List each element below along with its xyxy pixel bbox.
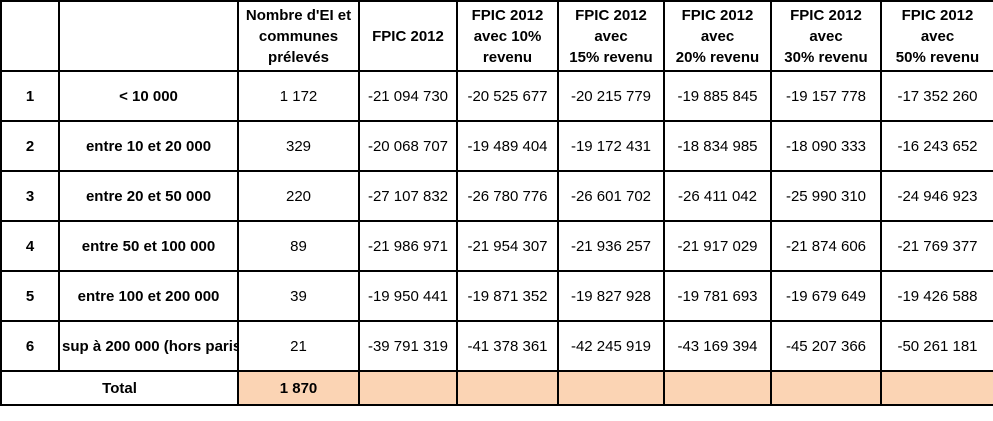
value-cell: -20 068 707 [358,120,458,172]
value-cell: -21 769 377 [880,220,993,272]
category-cell: entre 100 et 200 000 [58,270,239,322]
total-empty-cell [358,370,458,406]
total-empty-cell [557,370,665,406]
total-row: Total 1 870 [0,370,993,406]
header-fpic-10-revenu: FPIC 2012 avec 10% revenu [456,0,559,72]
fpic-table: Nombre d'EI et communes prélevés FPIC 20… [0,0,993,406]
value-cell: -19 489 404 [456,120,559,172]
table-row: 1 < 10 000 1 172 -21 094 730 -20 525 677… [0,70,993,122]
header-fpic-50-revenu: FPIC 2012 avec 50% revenu [880,0,993,72]
category-cell: entre 10 et 20 000 [58,120,239,172]
count-cell: 329 [237,120,360,172]
table-row: 4 entre 50 et 100 000 89 -21 986 971 -21… [0,220,993,272]
value-cell: -19 172 431 [557,120,665,172]
table-row: 3 entre 20 et 50 000 220 -27 107 832 -26… [0,170,993,222]
value-cell: -21 874 606 [770,220,882,272]
value-cell: -17 352 260 [880,70,993,122]
value-cell: -21 094 730 [358,70,458,122]
value-cell: -21 986 971 [358,220,458,272]
value-cell: -25 990 310 [770,170,882,222]
header-fpic-20-revenu: FPIC 2012 avec 20% revenu [663,0,772,72]
value-cell: -21 936 257 [557,220,665,272]
value-cell: -19 426 588 [880,270,993,322]
value-cell: -19 950 441 [358,270,458,322]
value-cell: -19 827 928 [557,270,665,322]
row-number-cell: 3 [0,170,60,222]
row-number-cell: 5 [0,270,60,322]
category-cell: entre 50 et 100 000 [58,220,239,272]
count-cell: 1 172 [237,70,360,122]
value-cell: -41 378 361 [456,320,559,372]
value-cell: -39 791 319 [358,320,458,372]
count-cell: 89 [237,220,360,272]
value-cell: -19 871 352 [456,270,559,322]
value-cell: -26 601 702 [557,170,665,222]
category-cell: entre 20 et 50 000 [58,170,239,222]
total-count-cell: 1 870 [237,370,360,406]
count-cell: 21 [237,320,360,372]
table-row: 5 entre 100 et 200 000 39 -19 950 441 -1… [0,270,993,322]
category-cell: < 10 000 [58,70,239,122]
value-cell: -45 207 366 [770,320,882,372]
total-empty-cell [663,370,772,406]
total-empty-cell [770,370,882,406]
value-cell: -27 107 832 [358,170,458,222]
total-empty-cell [880,370,993,406]
row-number-cell: 6 [0,320,60,372]
table-row: 2 entre 10 et 20 000 329 -20 068 707 -19… [0,120,993,172]
value-cell: -19 679 649 [770,270,882,322]
value-cell: -20 215 779 [557,70,665,122]
total-label-cell: Total [0,370,239,406]
row-number-cell: 2 [0,120,60,172]
value-cell: -43 169 394 [663,320,772,372]
value-cell: -19 157 778 [770,70,882,122]
category-cell: sup à 200 000 (hors paris) [58,320,239,372]
value-cell: -19 885 845 [663,70,772,122]
header-row: Nombre d'EI et communes prélevés FPIC 20… [0,0,993,72]
count-cell: 220 [237,170,360,222]
value-cell: -26 411 042 [663,170,772,222]
total-empty-cell [456,370,559,406]
value-cell: -21 917 029 [663,220,772,272]
header-empty-category [58,0,239,72]
value-cell: -20 525 677 [456,70,559,122]
value-cell: -18 834 985 [663,120,772,172]
value-cell: -19 781 693 [663,270,772,322]
table-row: 6 sup à 200 000 (hors paris) 21 -39 791 … [0,320,993,372]
value-cell: -26 780 776 [456,170,559,222]
header-nombre-ei: Nombre d'EI et communes prélevés [237,0,360,72]
row-number-cell: 4 [0,220,60,272]
row-number-cell: 1 [0,70,60,122]
value-cell: -21 954 307 [456,220,559,272]
value-cell: -50 261 181 [880,320,993,372]
header-fpic-2012: FPIC 2012 [358,0,458,72]
value-cell: -16 243 652 [880,120,993,172]
header-empty-rownum [0,0,60,72]
value-cell: -24 946 923 [880,170,993,222]
value-cell: -18 090 333 [770,120,882,172]
value-cell: -42 245 919 [557,320,665,372]
count-cell: 39 [237,270,360,322]
header-fpic-30-revenu: FPIC 2012 avec 30% revenu [770,0,882,72]
header-fpic-15-revenu: FPIC 2012 avec 15% revenu [557,0,665,72]
